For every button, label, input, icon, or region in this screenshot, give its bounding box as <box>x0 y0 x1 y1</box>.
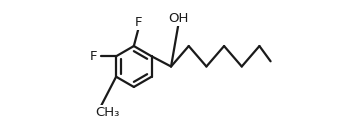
Text: OH: OH <box>168 12 189 25</box>
Text: F: F <box>90 50 97 63</box>
Text: F: F <box>135 16 142 29</box>
Text: CH₃: CH₃ <box>96 106 120 119</box>
